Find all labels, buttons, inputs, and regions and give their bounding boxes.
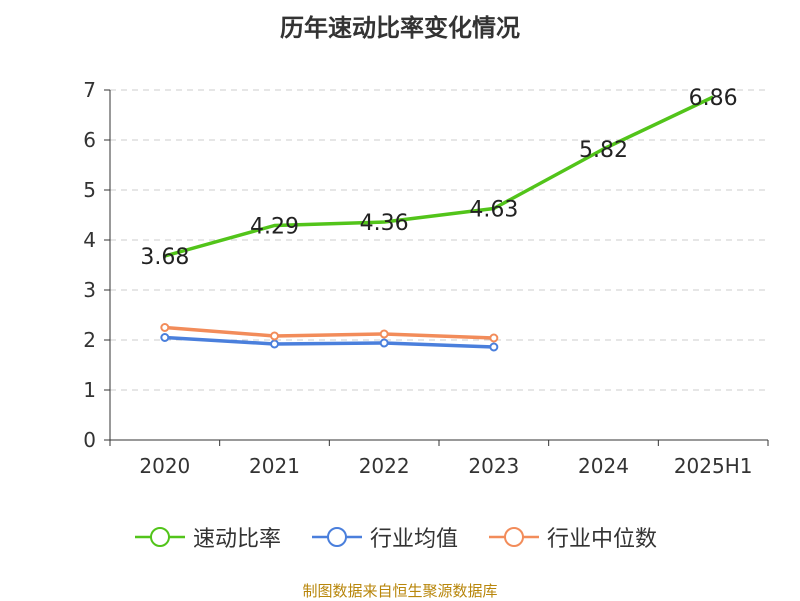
data-point [489,342,499,352]
data-point [489,333,499,343]
legend-item[interactable]: 行业均值 [312,520,458,554]
axes: 0 1 2 3 4 5 6 7 2020 2021 2022 2023 2024 2025H1 [83,78,769,478]
x-tick-label: 2021 [249,454,300,478]
legend-marker-icon [312,527,362,547]
y-tick-label: 0 [83,428,96,452]
data-point [160,333,170,342]
legend-circle [327,527,347,547]
legend-label: 速动比率 [193,527,282,552]
source-note: 制图数据来自恒生聚源数据库 [302,582,498,600]
data-point [379,338,389,348]
data-label: 3.68 [140,245,189,270]
data-label: 6.86 [689,86,738,111]
x-tick-label: 2024 [578,454,629,478]
series-line-2 [164,335,494,349]
y-tick-label: 6 [83,128,96,152]
data-label: 5.82 [579,138,628,163]
legend-label: 行业均值 [370,527,459,552]
x-tick-label: 2020 [139,454,190,478]
data-label: 4.63 [469,198,518,223]
series-line-3 [164,325,494,340]
y-tick-label: 5 [83,178,96,202]
data-label: 4.29 [250,215,299,240]
x-tick-label: 2025H1 [674,454,753,478]
x-tick-label: 2022 [359,454,410,478]
data-point [379,329,389,339]
y-tick-label: 7 [83,78,96,102]
y-tick-label: 1 [83,378,96,402]
series-line-1 [164,95,714,258]
chart-title: 历年速动比率变化情况 [280,14,520,42]
legend-marker-icon [135,527,185,547]
x-tick-label: 2023 [468,454,519,478]
legend-item[interactable]: 行业中位数 [489,520,657,554]
legend-circle [504,527,524,547]
y-tick-label: 3 [83,278,96,302]
data-point [270,331,279,341]
y-tick-label: 4 [83,228,96,252]
series-lines [160,95,714,352]
data-labels: 3.68 4.29 4.36 4.63 5.82 6.86 [140,86,737,270]
data-label: 4.36 [360,211,409,236]
legend-label: 行业中位数 [547,527,658,552]
data-point [160,323,170,332]
legend-marker-icon [489,527,539,547]
y-tick-label: 2 [83,328,96,352]
legend: 速动比率 行业均值 行业中位数 [0,520,800,554]
legend-item[interactable]: 速动比率 [135,520,281,554]
data-point [270,339,279,349]
legend-circle [150,527,170,547]
